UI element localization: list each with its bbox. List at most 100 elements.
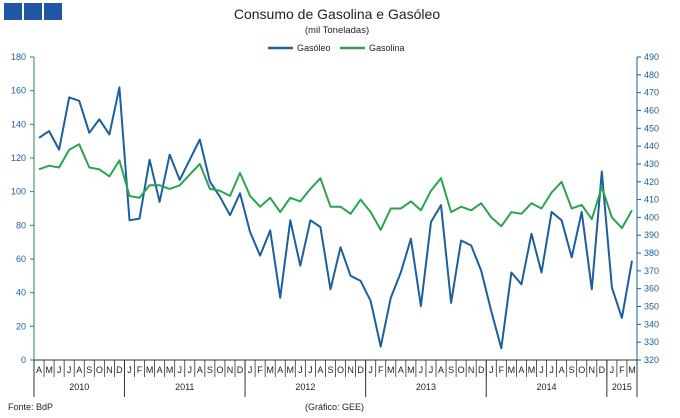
month-label: J	[177, 365, 182, 375]
month-label: J	[489, 365, 494, 375]
right-tick-label: 400	[644, 212, 659, 222]
month-label: J	[549, 365, 554, 375]
month-label: M	[387, 365, 395, 375]
right-tick-label: 450	[644, 123, 659, 133]
month-label: S	[448, 365, 454, 375]
month-label: A	[197, 365, 203, 375]
chart-title: Consumo de Gasolina e Gasóleo	[234, 6, 440, 22]
month-label: S	[86, 365, 92, 375]
month-label: F	[137, 365, 143, 375]
month-label: F	[257, 365, 263, 375]
month-label: D	[478, 365, 485, 375]
month-label: O	[96, 365, 103, 375]
month-label: M	[45, 365, 53, 375]
right-tick-label: 480	[644, 70, 659, 80]
month-label: J	[419, 365, 424, 375]
right-tick-label: 460	[644, 105, 659, 115]
year-label: 2011	[175, 382, 194, 392]
legend-label-gasolina: Gasolina	[369, 43, 405, 53]
footer-source: Fonte: BdP	[8, 402, 53, 412]
right-tick-label: 380	[644, 248, 659, 258]
month-label: J	[539, 365, 544, 375]
chart-subtitle: (mil Toneladas)	[305, 25, 369, 36]
right-tick-label: 410	[644, 195, 659, 205]
month-label: S	[207, 365, 213, 375]
month-label: F	[499, 365, 505, 375]
month-label: F	[378, 365, 384, 375]
logo-square-1	[4, 3, 22, 20]
right-tick-label: 430	[644, 159, 659, 169]
left-tick-label: 20	[16, 321, 26, 331]
month-label: J	[610, 365, 615, 375]
month-label: S	[327, 365, 333, 375]
right-tick-label: 370	[644, 266, 659, 276]
year-label: 2013	[416, 382, 436, 392]
left-tick-label: 40	[16, 288, 26, 298]
month-label: A	[518, 365, 524, 375]
month-label: O	[458, 365, 465, 375]
right-tick-label: 490	[644, 52, 659, 62]
month-label: M	[407, 365, 415, 375]
right-tick-label: 320	[644, 355, 659, 365]
year-label: 2014	[537, 382, 557, 392]
month-label: D	[116, 365, 123, 375]
month-label: J	[188, 365, 193, 375]
month-label: A	[559, 365, 565, 375]
month-label: O	[337, 365, 344, 375]
month-label: D	[357, 365, 364, 375]
right-tick-label: 470	[644, 88, 659, 98]
right-tick-label: 350	[644, 302, 659, 312]
month-label: A	[157, 365, 163, 375]
month-label: M	[628, 365, 636, 375]
month-label: M	[266, 365, 274, 375]
right-tick-label: 360	[644, 284, 659, 294]
legend-label-gasoleo: Gasóleo	[297, 43, 331, 53]
month-label: A	[36, 365, 42, 375]
left-tick-label: 140	[11, 119, 26, 129]
month-label: D	[237, 365, 244, 375]
legend: Gasóleo Gasolina	[268, 43, 405, 53]
left-tick-label: 160	[11, 86, 26, 96]
month-label: M	[528, 365, 536, 375]
month-label: J	[368, 365, 373, 375]
month-label: M	[287, 365, 295, 375]
axes: 0 20 40 60 80 100 120 140 160 180 320 330 340 350 360 3…	[11, 52, 659, 397]
right-tick-label: 440	[644, 141, 659, 151]
month-label: A	[277, 365, 283, 375]
month-label: F	[619, 365, 625, 375]
month-label: J	[248, 365, 253, 375]
plot-area	[38, 86, 633, 350]
month-label: N	[106, 365, 113, 375]
month-label: J	[67, 365, 72, 375]
month-label: N	[589, 365, 596, 375]
month-label: O	[578, 365, 585, 375]
month-label: J	[429, 365, 434, 375]
month-label: N	[468, 365, 475, 375]
footer-credit: (Gráfico: GEE)	[305, 402, 364, 412]
left-tick-label: 80	[16, 220, 26, 230]
month-label: N	[347, 365, 354, 375]
month-label: S	[569, 365, 575, 375]
left-tick-label: 60	[16, 254, 26, 264]
month-label: A	[398, 365, 404, 375]
series-line-gasolina	[38, 143, 633, 231]
year-label: 2012	[295, 382, 315, 392]
month-label: D	[599, 365, 606, 375]
month-label: M	[146, 365, 154, 375]
logo-square-3	[44, 3, 62, 20]
month-label: O	[216, 365, 223, 375]
left-tick-label: 100	[11, 187, 26, 197]
month-label: J	[57, 365, 62, 375]
right-tick-label: 420	[644, 177, 659, 187]
month-label: A	[438, 365, 444, 375]
left-tick-label: 120	[11, 153, 26, 163]
month-label: J	[127, 365, 132, 375]
month-label: M	[166, 365, 174, 375]
month-label: M	[508, 365, 516, 375]
year-label: 2010	[69, 382, 89, 392]
month-label: A	[317, 365, 323, 375]
right-tick-label: 330	[644, 337, 659, 347]
month-label: N	[227, 365, 234, 375]
series-line-gasleo	[38, 86, 633, 350]
